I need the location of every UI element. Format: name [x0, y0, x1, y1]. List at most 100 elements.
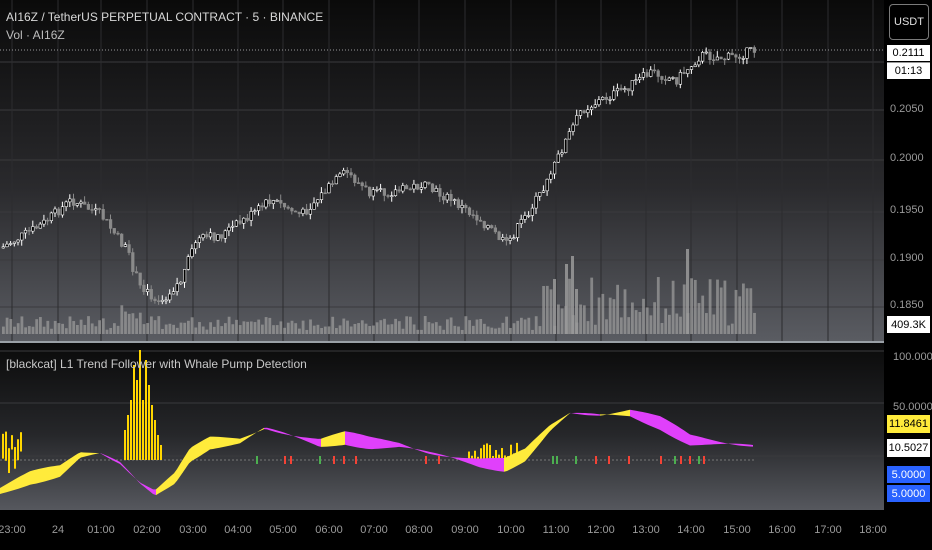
currency-button[interactable]: USDT [889, 4, 929, 40]
trend-ribbon-segment [129, 471, 132, 476]
trend-ribbon-segment [678, 426, 681, 442]
volume-bar [468, 320, 471, 334]
trend-ribbon-segment [177, 464, 180, 481]
trend-ribbon-segment [108, 456, 111, 460]
trend-ribbon-segment [369, 436, 372, 450]
volume-bar [557, 304, 560, 334]
candle-body [94, 208, 98, 211]
trend-ribbon-segment [534, 437, 537, 451]
time-axis-label: 05:00 [269, 524, 297, 536]
trend-ribbon-segment [168, 475, 171, 488]
time-axis[interactable] [0, 510, 932, 550]
volume-bar [83, 324, 87, 334]
candlestick-chart[interactable] [0, 0, 884, 341]
candle-body [745, 47, 749, 59]
volume-bar [238, 325, 242, 334]
trend-ribbon-segment [24, 472, 27, 487]
indicator-legend[interactable]: [blackcat] L1 Trend Follower with Whale … [6, 357, 307, 371]
candle-body [715, 56, 719, 61]
indicator-value-tag-blue: 5.0000 [887, 485, 930, 502]
trend-ribbon-segment [672, 422, 675, 439]
volume-bar [231, 324, 235, 334]
volume-bar [316, 324, 320, 334]
trend-ribbon-segment [87, 452, 90, 456]
trend-ribbon-segment [18, 475, 21, 489]
main-price-pane[interactable] [0, 0, 884, 341]
trend-ribbon-segment [234, 438, 237, 445]
signal-tick [698, 456, 700, 464]
candle-body [404, 185, 409, 190]
indicator-pane[interactable] [0, 343, 884, 510]
candle-body [575, 115, 579, 126]
volume-bar [479, 318, 483, 334]
price-axis-label: 0.1900 [890, 252, 924, 264]
candle-body [675, 77, 679, 85]
candle-body [164, 299, 168, 302]
candle-body [708, 51, 712, 60]
time-axis-label: 08:00 [405, 524, 433, 536]
volume-bar [153, 320, 157, 334]
candle-body [619, 87, 623, 90]
trend-ribbon-segment [426, 451, 429, 454]
candle-body [290, 207, 294, 212]
volume-bar [442, 329, 446, 334]
trend-ribbon-segment [330, 434, 333, 447]
indicator-axis-label: 50.0000 [893, 401, 932, 413]
volume-bar [494, 328, 497, 334]
trend-ribbon-segment [456, 457, 459, 460]
volume-bar [601, 293, 605, 334]
volume-bar [738, 296, 742, 334]
trend-ribbon-segment [717, 441, 720, 445]
candle-body [168, 293, 172, 301]
candle-body [497, 231, 501, 240]
indicator-chart[interactable] [0, 343, 884, 510]
candle-body [697, 60, 701, 66]
candle-body [726, 52, 731, 60]
volume-bar [653, 302, 656, 334]
whale-bar [154, 420, 156, 460]
candle-body [179, 281, 183, 285]
candle-body [249, 211, 253, 221]
volume-bar [608, 297, 612, 334]
candle-body [190, 248, 194, 257]
symbol-legend[interactable]: AI16Z / TetherUS PERPETUAL CONTRACT · 5 … [6, 10, 324, 24]
candle-body [112, 228, 116, 234]
trend-ribbon-segment [306, 437, 309, 443]
candle-body [438, 188, 442, 197]
volume-bar [268, 317, 272, 334]
volume-bar [372, 325, 375, 334]
candle-body [663, 79, 668, 81]
candle-body [427, 181, 431, 185]
trend-ribbon-segment [621, 411, 624, 416]
volume-bar [294, 323, 298, 334]
volume-bar [538, 326, 542, 334]
volume-bar [201, 326, 205, 334]
candle-body [564, 138, 568, 153]
trend-ribbon-segment [93, 452, 96, 455]
trend-ribbon-segment [669, 421, 672, 437]
candle-body [660, 76, 664, 80]
candle-body [486, 225, 490, 229]
trend-ribbon-segment [615, 412, 618, 416]
pane-separator[interactable] [0, 341, 932, 343]
trend-ribbon-segment [351, 432, 354, 447]
volume-bar [349, 326, 353, 334]
candle-body [86, 204, 90, 210]
price-axis-label: 0.1950 [890, 204, 924, 216]
volume-bar [549, 289, 553, 334]
candle-body [608, 99, 612, 101]
trend-ribbon-segment [435, 453, 438, 456]
trend-ribbon-segment [579, 412, 582, 415]
candle-body [238, 220, 242, 224]
trend-ribbon-segment [201, 439, 204, 456]
trend-ribbon-segment [207, 436, 210, 452]
candle-body [456, 199, 461, 209]
whale-bar [483, 444, 485, 460]
candle-body [508, 237, 512, 241]
volume-bar [335, 327, 338, 334]
trend-ribbon-segment [396, 442, 399, 448]
trend-ribbon-segment [210, 436, 213, 450]
volume-legend[interactable]: Vol · AI16Z [6, 28, 65, 42]
trend-ribbon-segment [612, 413, 615, 415]
candle-body [512, 237, 516, 239]
